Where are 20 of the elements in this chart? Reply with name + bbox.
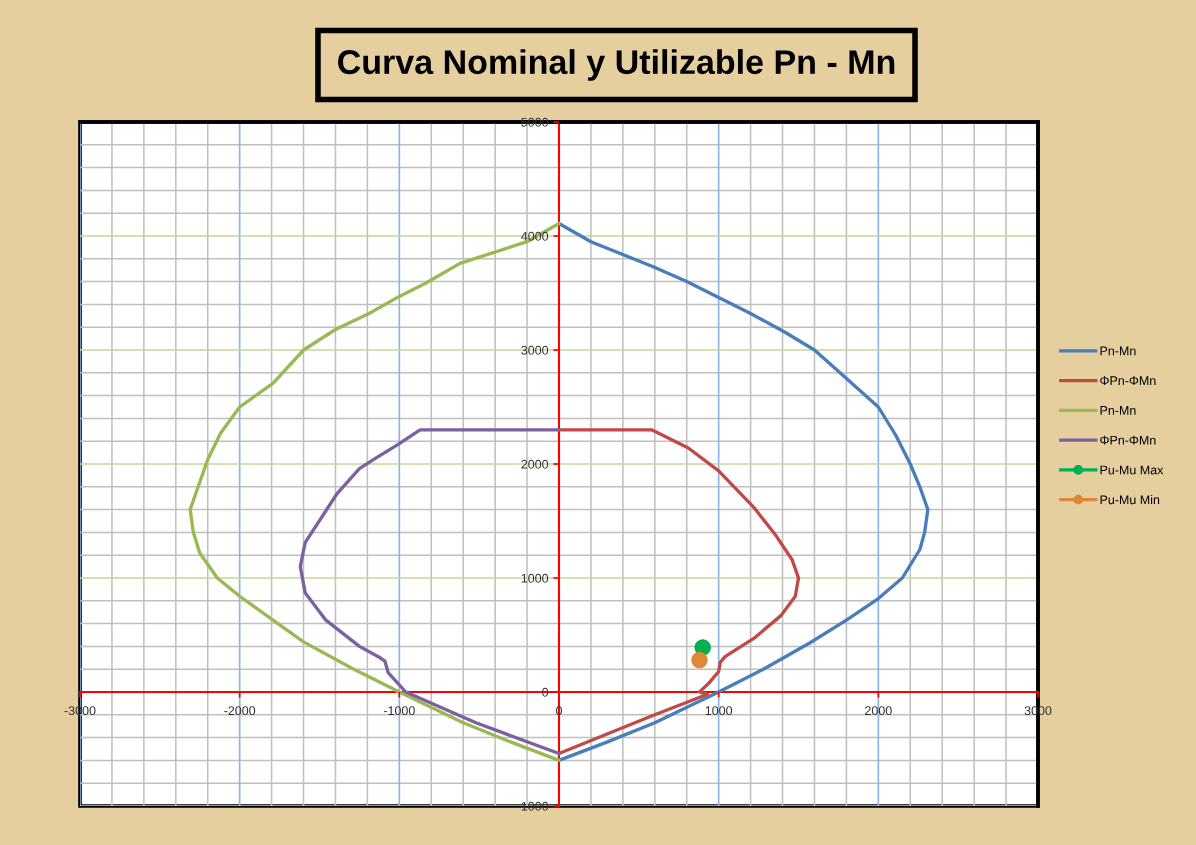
y-tick-label: 1000 bbox=[521, 573, 549, 583]
line-series bbox=[557, 221, 930, 763]
y-tick-label: 4000 bbox=[521, 231, 549, 241]
legend-label: Pn-Mn bbox=[1100, 346, 1136, 356]
legend-label: ΦPn-ΦMn bbox=[1100, 435, 1156, 445]
line-series bbox=[557, 428, 801, 756]
legend-label: Pu-Mu Min bbox=[1100, 495, 1160, 505]
legend-label: ΦPn-ΦMn bbox=[1100, 376, 1156, 386]
line-series bbox=[298, 428, 561, 756]
x-tick-label: 1000 bbox=[705, 706, 733, 716]
legend-label: Pu-Mu Max bbox=[1100, 465, 1164, 475]
x-tick-label: -2000 bbox=[224, 706, 256, 716]
y-tick-label: -1000 bbox=[517, 801, 549, 811]
legend-label: Pn-Mn bbox=[1100, 406, 1136, 415]
line-series bbox=[188, 221, 561, 763]
x-tick-label: 2000 bbox=[865, 706, 892, 716]
x-tick-label: -1000 bbox=[383, 706, 415, 716]
y-tick-label: 3000 bbox=[521, 345, 549, 355]
chart-title: Curva Nominal y Utilizable Pn - Mn bbox=[338, 49, 895, 81]
y-tick-label: 2000 bbox=[521, 459, 549, 469]
